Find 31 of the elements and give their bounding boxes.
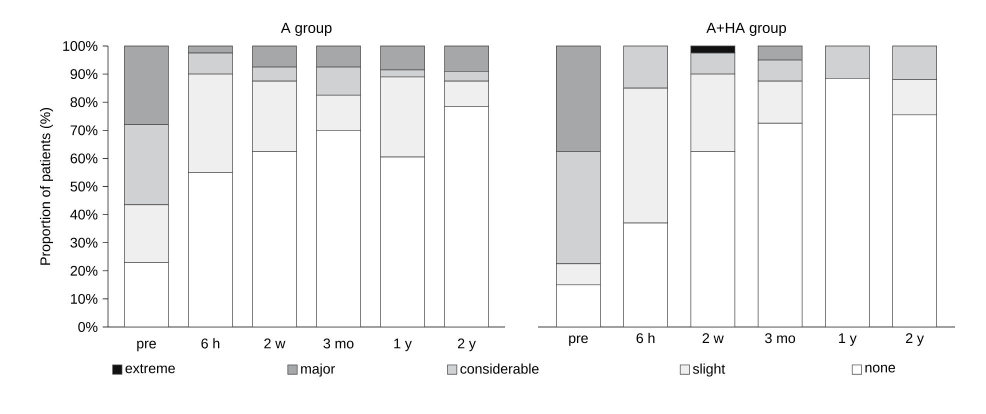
x-tick-label: 2 w: [702, 333, 724, 343]
x-tick-label: 6 h: [636, 332, 654, 344]
y-tick-label: 60%: [70, 153, 98, 164]
x-tick-label: 2 y: [458, 338, 476, 352]
chart-title: A+HA group: [706, 22, 786, 36]
x-tick-label: 2 w: [264, 338, 286, 348]
x-tick-label: 1 y: [394, 338, 412, 352]
chart-title: A group: [280, 22, 332, 36]
y-tick-label: 90%: [70, 69, 98, 80]
x-tick-label: pre: [137, 340, 156, 352]
y-axis-title: Proportion of patients (%): [40, 108, 54, 265]
y-tick-label: 40%: [70, 210, 98, 220]
y-tick-label: 0%: [78, 322, 98, 332]
x-tick-label: 6 h: [201, 338, 220, 348]
legend-label: none: [865, 364, 896, 372]
x-tick-label: 2 y: [906, 333, 924, 346]
y-tick-label: 70%: [70, 125, 98, 136]
legend-label: slight: [692, 364, 726, 377]
legend-label: considerable: [460, 364, 539, 374]
y-tick-label: 10%: [71, 294, 98, 304]
y-tick-label: 100%: [63, 41, 98, 51]
y-tick-label: 50%: [70, 182, 98, 192]
x-tick-label: 3 mo: [323, 338, 354, 348]
x-tick-label: 1 y: [839, 333, 857, 346]
legend-label: extreme: [126, 364, 175, 374]
x-tick-label: 3 mo: [765, 333, 796, 344]
y-tick-label: 80%: [70, 97, 98, 108]
x-tick-label: pre: [569, 335, 588, 346]
legend-label: major: [301, 364, 335, 377]
y-tick-label: 20%: [70, 266, 98, 276]
y-tick-label: 30%: [70, 238, 98, 248]
